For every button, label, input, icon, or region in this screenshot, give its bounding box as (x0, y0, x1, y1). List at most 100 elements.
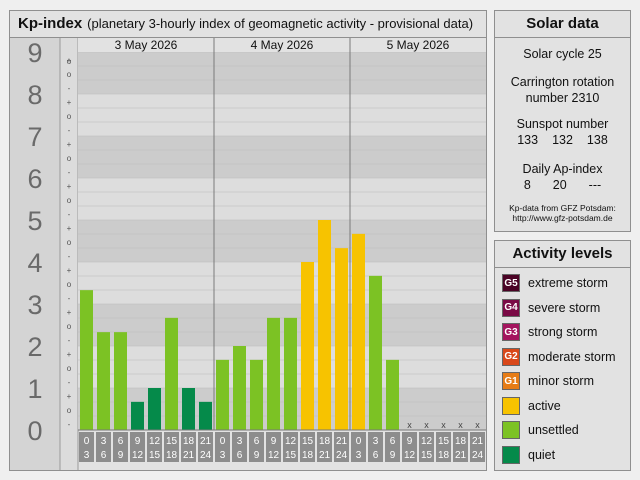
hour-cell (436, 432, 451, 462)
hour-cell (164, 432, 179, 462)
hour-cell (96, 432, 111, 462)
hour-start-label: 18 (319, 436, 331, 447)
chart-title: Kp-index (planetary 3-hourly index of geo… (18, 11, 473, 37)
hour-cell (470, 432, 485, 462)
kp-band (78, 304, 486, 346)
y-tick-label: 0 (27, 416, 42, 446)
minor-mark: o (67, 154, 72, 163)
hour-cell (147, 432, 162, 462)
kp-bar (250, 359, 263, 430)
hour-end-label: 6 (373, 450, 379, 461)
legend-item-quiet: quiet (502, 445, 555, 465)
kp-bar (318, 220, 331, 430)
minor-mark: o (67, 196, 72, 205)
hour-end-label: 24 (200, 450, 212, 461)
daily-ap-index: Daily Ap-index 8 20 --- (495, 161, 630, 193)
legend-label: active (528, 398, 561, 413)
missing-marker: x (441, 420, 446, 430)
minor-mark: + (67, 266, 72, 275)
minor-mark: - (68, 252, 71, 261)
hour-cell (215, 432, 230, 462)
hour-end-label: 6 (101, 450, 107, 461)
hour-start-label: 3 (373, 436, 379, 447)
kp-band (78, 178, 486, 220)
day-label: 4 May 2026 (251, 38, 314, 52)
hour-end-label: 6 (237, 450, 243, 461)
hour-cell (181, 432, 196, 462)
y-tick-label: 4 (27, 248, 42, 278)
hour-end-label: 9 (118, 450, 124, 461)
kp-bar (335, 248, 348, 430)
hour-start-label: 9 (271, 436, 277, 447)
kp-bar (233, 346, 246, 430)
kp-bar (386, 359, 399, 430)
hour-cell (266, 432, 281, 462)
minor-mark: - (68, 294, 71, 303)
minor-mark: - (68, 126, 71, 135)
hour-cell (402, 432, 417, 462)
minor-mark: o (67, 364, 72, 373)
kp-bar (352, 233, 365, 430)
hour-start-label: 12 (149, 436, 161, 447)
legend-item-moderate-storm: G2 moderate storm (502, 347, 616, 367)
legend-label: severe storm (528, 300, 601, 315)
legend-label: minor storm (528, 374, 594, 388)
hour-end-label: 18 (302, 450, 314, 461)
kp-band (78, 346, 486, 388)
hour-start-label: 0 (84, 436, 90, 447)
legend-swatch (502, 421, 520, 439)
minor-mark: - (68, 84, 71, 93)
date-header (78, 38, 486, 52)
hour-start-label: 0 (356, 436, 362, 447)
carrington-line-1: Carrington rotation (510, 75, 615, 89)
minor-mark: o (67, 406, 72, 415)
minor-mark: o (67, 280, 72, 289)
hour-start-label: 21 (200, 436, 212, 447)
legend-swatch (502, 445, 520, 464)
hour-cell (113, 432, 128, 462)
hour-end-label: 3 (220, 450, 226, 461)
solar-data-panel: Solar data Solar cycle 25 Carrington rot… (494, 10, 631, 232)
data-source: Kp-data from GFZ Potsdam: http://www.gfz… (495, 203, 630, 223)
kp-bar (284, 317, 297, 430)
legend-swatch (502, 396, 520, 415)
legend-label: quiet (528, 447, 556, 462)
minor-mark: o (67, 57, 72, 66)
minor-mark: + (67, 98, 72, 107)
hour-start-label: 18 (455, 436, 467, 447)
y-tick-label: 9 (27, 38, 42, 68)
hour-cell (198, 432, 213, 462)
minor-mark: - (68, 378, 71, 387)
ap-value: 20 (552, 178, 567, 192)
hour-start-label: 3 (101, 436, 107, 447)
kp-bar (148, 388, 161, 430)
kp-bar (114, 332, 127, 430)
minor-mark: - (68, 168, 71, 177)
minor-mark: + (67, 140, 72, 149)
legend-swatch: G1 (502, 372, 520, 390)
source-link[interactable]: http://www.gfz-potsdam.de (512, 213, 613, 223)
minor-mark: + (67, 224, 72, 233)
legend-item-severe-storm: G4 severe storm (502, 298, 600, 318)
kp-bar (216, 359, 229, 430)
hour-cell (79, 432, 94, 462)
hour-cell (419, 432, 434, 462)
missing-marker: x (424, 420, 429, 430)
legend-label: strong storm (528, 325, 598, 339)
sunspot-value: 132 (552, 133, 573, 147)
sunspot-value: 138 (586, 133, 608, 147)
hour-end-label: 3 (84, 450, 90, 461)
y-tick-label: 5 (27, 206, 42, 236)
minor-mark: - (68, 336, 71, 345)
ap-values: 8 20 --- (495, 177, 630, 193)
hour-cell (249, 432, 264, 462)
chart-title-text: Kp-index (18, 15, 83, 32)
minor-mark: + (67, 56, 72, 65)
source-line-1: Kp-data from GFZ Potsdam: (509, 203, 616, 213)
hour-cell (317, 432, 332, 462)
hour-start-label: 9 (135, 436, 141, 447)
kp-band (78, 136, 486, 178)
hour-start-label: 0 (220, 436, 226, 447)
kp-bar (97, 332, 110, 430)
kp-bar (301, 262, 314, 430)
